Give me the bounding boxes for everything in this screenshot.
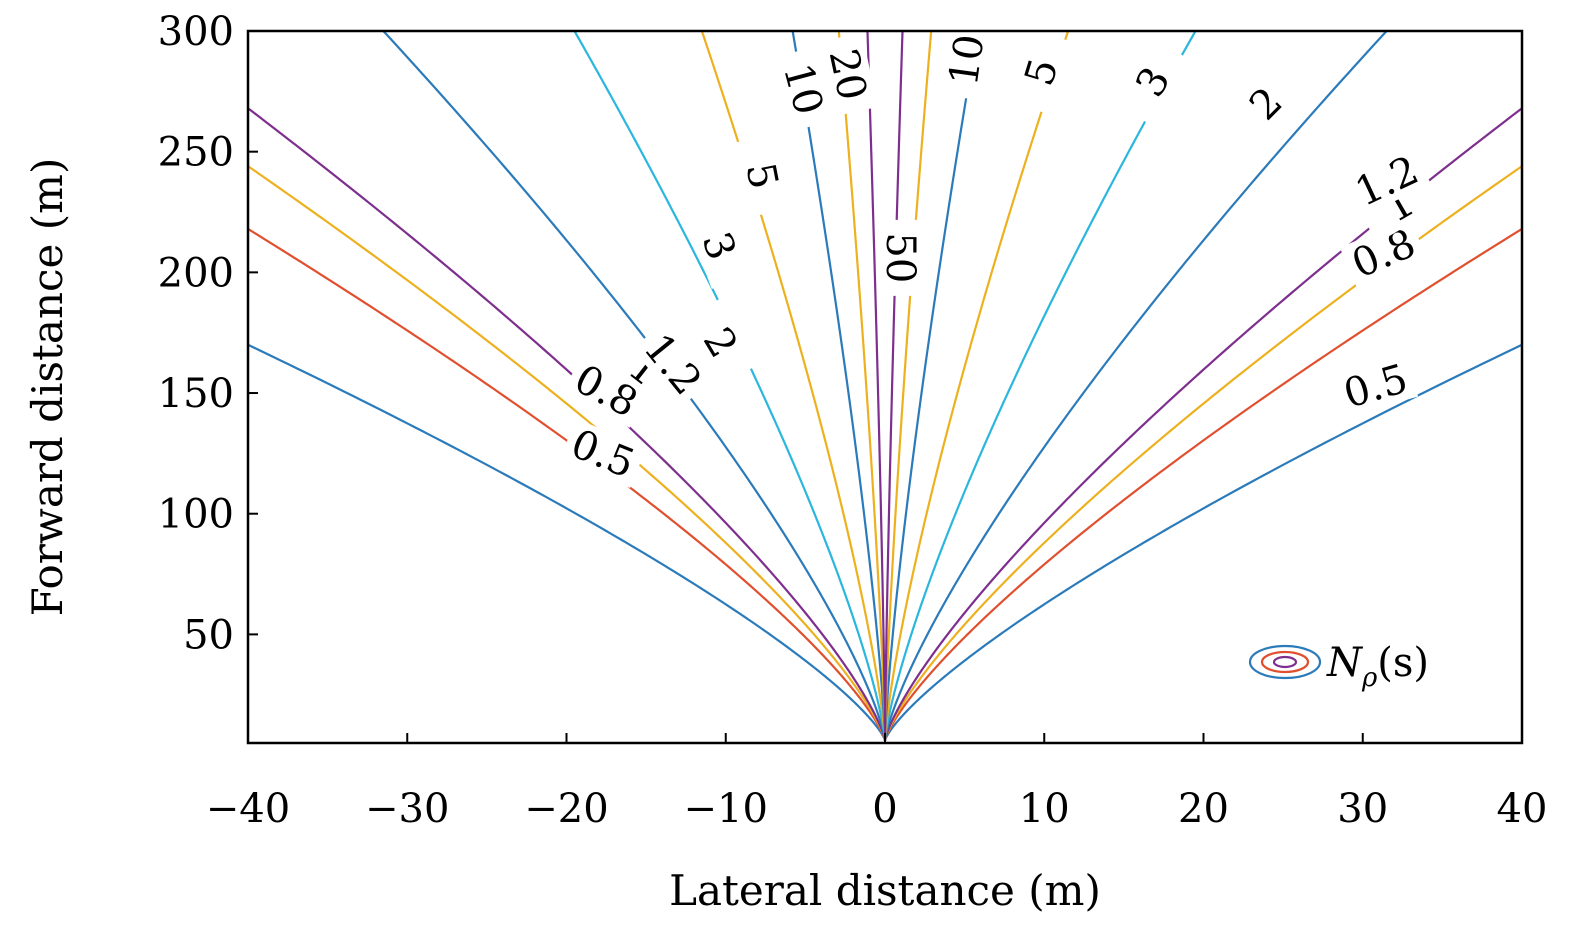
contour-line: [883, 31, 1388, 741]
contour-label-gap: [878, 219, 923, 296]
x-tick-label: −40: [206, 786, 290, 832]
contour-label-gap: [772, 46, 835, 132]
contour-line: [573, 31, 887, 741]
contour-label-gap: [632, 320, 715, 408]
contour-label: 20: [820, 45, 876, 104]
contour-line: [883, 343, 1522, 741]
x-tick-label: −30: [365, 786, 449, 832]
y-tick-label: 300: [158, 9, 234, 55]
y-axis: 50 100 150 200 250 300: [158, 9, 258, 658]
legend-label: Nρ(s): [1326, 640, 1429, 693]
x-tick-label: −10: [684, 786, 768, 832]
legend-symbol: N: [1326, 640, 1364, 686]
contour-line: [248, 343, 887, 741]
y-tick-label: 200: [158, 250, 234, 296]
contour-line: [883, 31, 1070, 741]
contour-line: [883, 31, 904, 741]
contour-label: 10: [941, 32, 994, 89]
contour-label-gap: [1008, 29, 1074, 115]
legend-subscript: ρ: [1361, 663, 1378, 693]
contour-label-gap: [682, 298, 760, 387]
contour-line: [791, 31, 887, 741]
contour-line: [248, 227, 887, 741]
contour-label-gap: [559, 418, 647, 489]
contour-label-gap: [818, 32, 878, 117]
contour-label-gap: [685, 202, 754, 290]
y-tick-label: 150: [158, 371, 234, 417]
contour-label-gap: [1223, 60, 1309, 146]
legend: Nρ(s): [1248, 640, 1429, 693]
contour-line: [883, 164, 1522, 741]
x-tick-label: 20: [1178, 786, 1229, 832]
y-tick-label: 50: [183, 612, 234, 658]
y-tick-label: 250: [158, 130, 234, 176]
contour-line: [883, 227, 1522, 741]
y-tick-label: 100: [158, 492, 234, 538]
x-tick-label: 40: [1497, 786, 1548, 832]
x-tick-label: 10: [1019, 786, 1070, 832]
plot-frame: [246, 29, 1524, 745]
contour-legend-icon: [1248, 644, 1322, 680]
contour-label-gap: [562, 353, 651, 428]
contour-label: 50: [877, 232, 923, 283]
x-tick-label: 30: [1337, 786, 1388, 832]
contour-line: [248, 106, 887, 741]
x-tick-label: 0: [872, 786, 897, 832]
contour-line: [883, 106, 1522, 741]
contour-lines: [248, 31, 1522, 741]
x-tick-label: −20: [524, 786, 608, 832]
contour-label: 0.5: [1339, 356, 1413, 418]
contour-label-gap: [939, 19, 994, 101]
contour-line: [248, 164, 887, 741]
contour-label-gap: [1342, 144, 1431, 217]
contour-label-gap: [1114, 37, 1191, 126]
contour-label-gap: [1339, 217, 1428, 289]
contour-line: [883, 31, 1197, 741]
contour-label-gap: [733, 134, 792, 218]
legend-suffix: (s): [1377, 640, 1429, 686]
y-axis-label: Forward distance (m): [23, 158, 72, 617]
x-axis: −40 −30 −20 −10 0 10 20 30 40: [206, 733, 1548, 832]
contour-label-gap: [1332, 354, 1419, 418]
contour-line: [883, 31, 979, 741]
contour-line: [382, 31, 887, 741]
x-axis-label: Lateral distance (m): [669, 866, 1101, 915]
